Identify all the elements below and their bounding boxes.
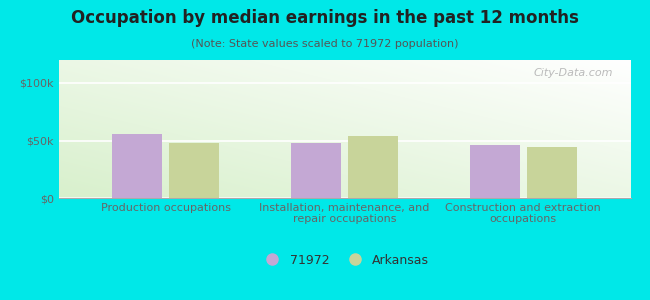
Bar	[169, 143, 220, 198]
Text: Occupation by median earnings in the past 12 months: Occupation by median earnings in the pas…	[71, 9, 579, 27]
Bar	[291, 143, 341, 198]
Bar	[527, 147, 577, 198]
Bar	[112, 134, 162, 198]
Bar	[348, 136, 398, 198]
Legend: 71972, Arkansas: 71972, Arkansas	[255, 249, 434, 272]
Bar	[469, 145, 519, 198]
Text: City-Data.com: City-Data.com	[534, 68, 614, 78]
Text: (Note: State values scaled to 71972 population): (Note: State values scaled to 71972 popu…	[191, 39, 459, 49]
